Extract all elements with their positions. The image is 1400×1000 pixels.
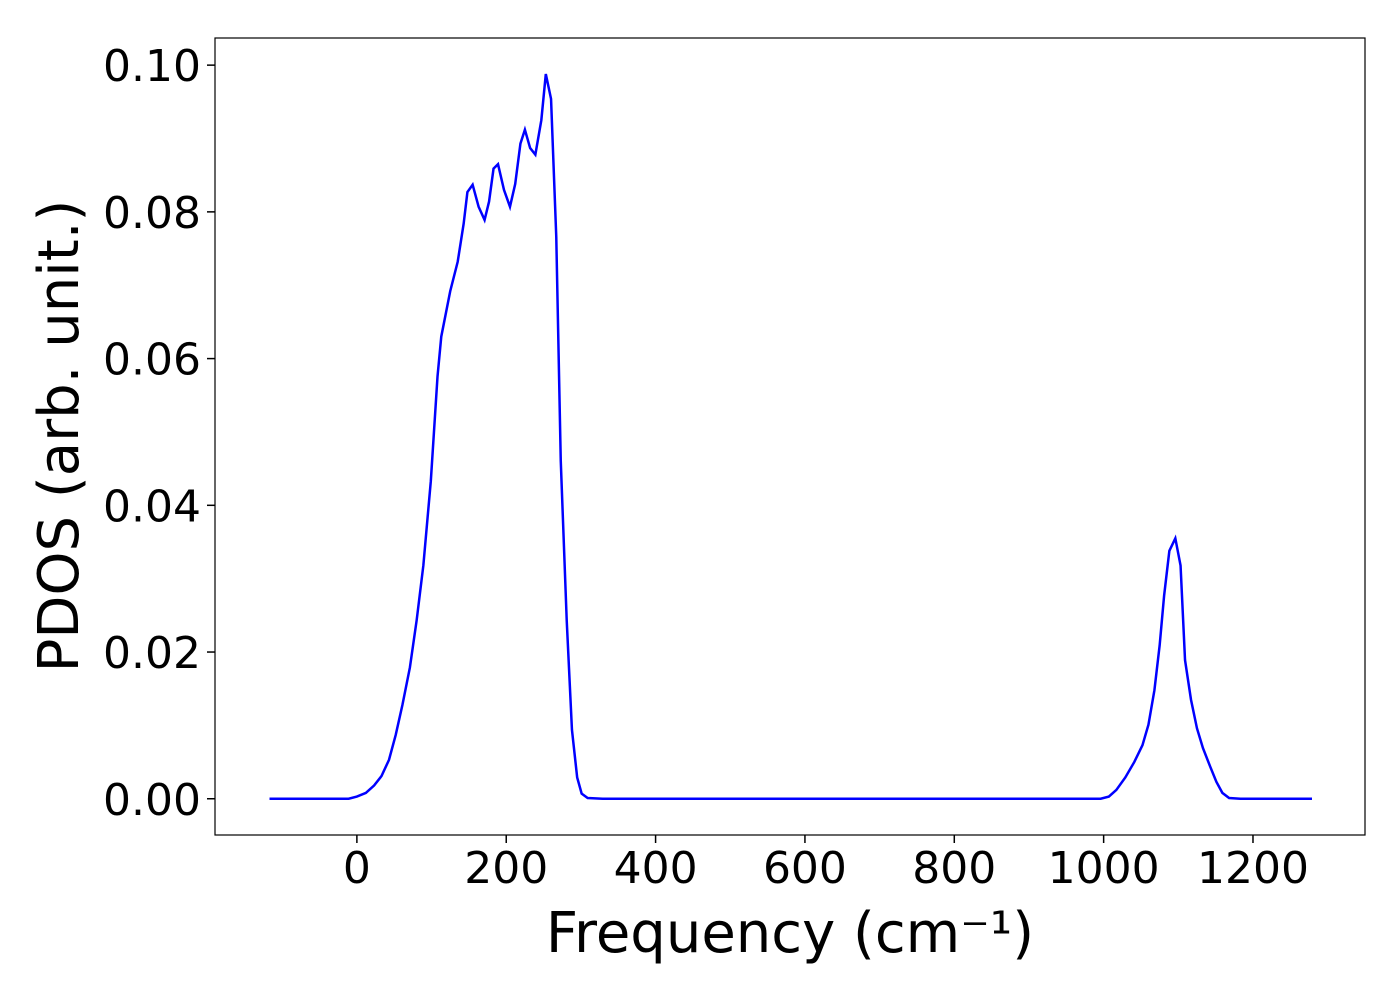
x-tick-label: 1200 <box>1197 843 1309 894</box>
y-axis-label: PDOS (arb. unit.) <box>27 200 92 673</box>
line <box>269 73 1312 801</box>
y-tick-label: 0.08 <box>103 188 201 239</box>
plot-frame <box>214 37 1366 836</box>
x-axis-label: Frequency (cm⁻¹) <box>546 901 1034 966</box>
x-tick-label: 600 <box>763 843 847 894</box>
x-tick-label: 800 <box>912 843 996 894</box>
x-tick-label: 1000 <box>1048 843 1160 894</box>
x-tick-label: 400 <box>614 843 698 894</box>
y-tick-label: 0.00 <box>103 775 201 826</box>
y-tick-label: 0.02 <box>103 628 201 679</box>
y-tick-label: 0.04 <box>103 481 201 532</box>
x-tick-label: 200 <box>464 843 548 894</box>
y-tick-label: 0.10 <box>103 41 201 92</box>
y-tick-label: 0.06 <box>103 335 201 386</box>
x-tick-label: 0 <box>343 843 371 894</box>
